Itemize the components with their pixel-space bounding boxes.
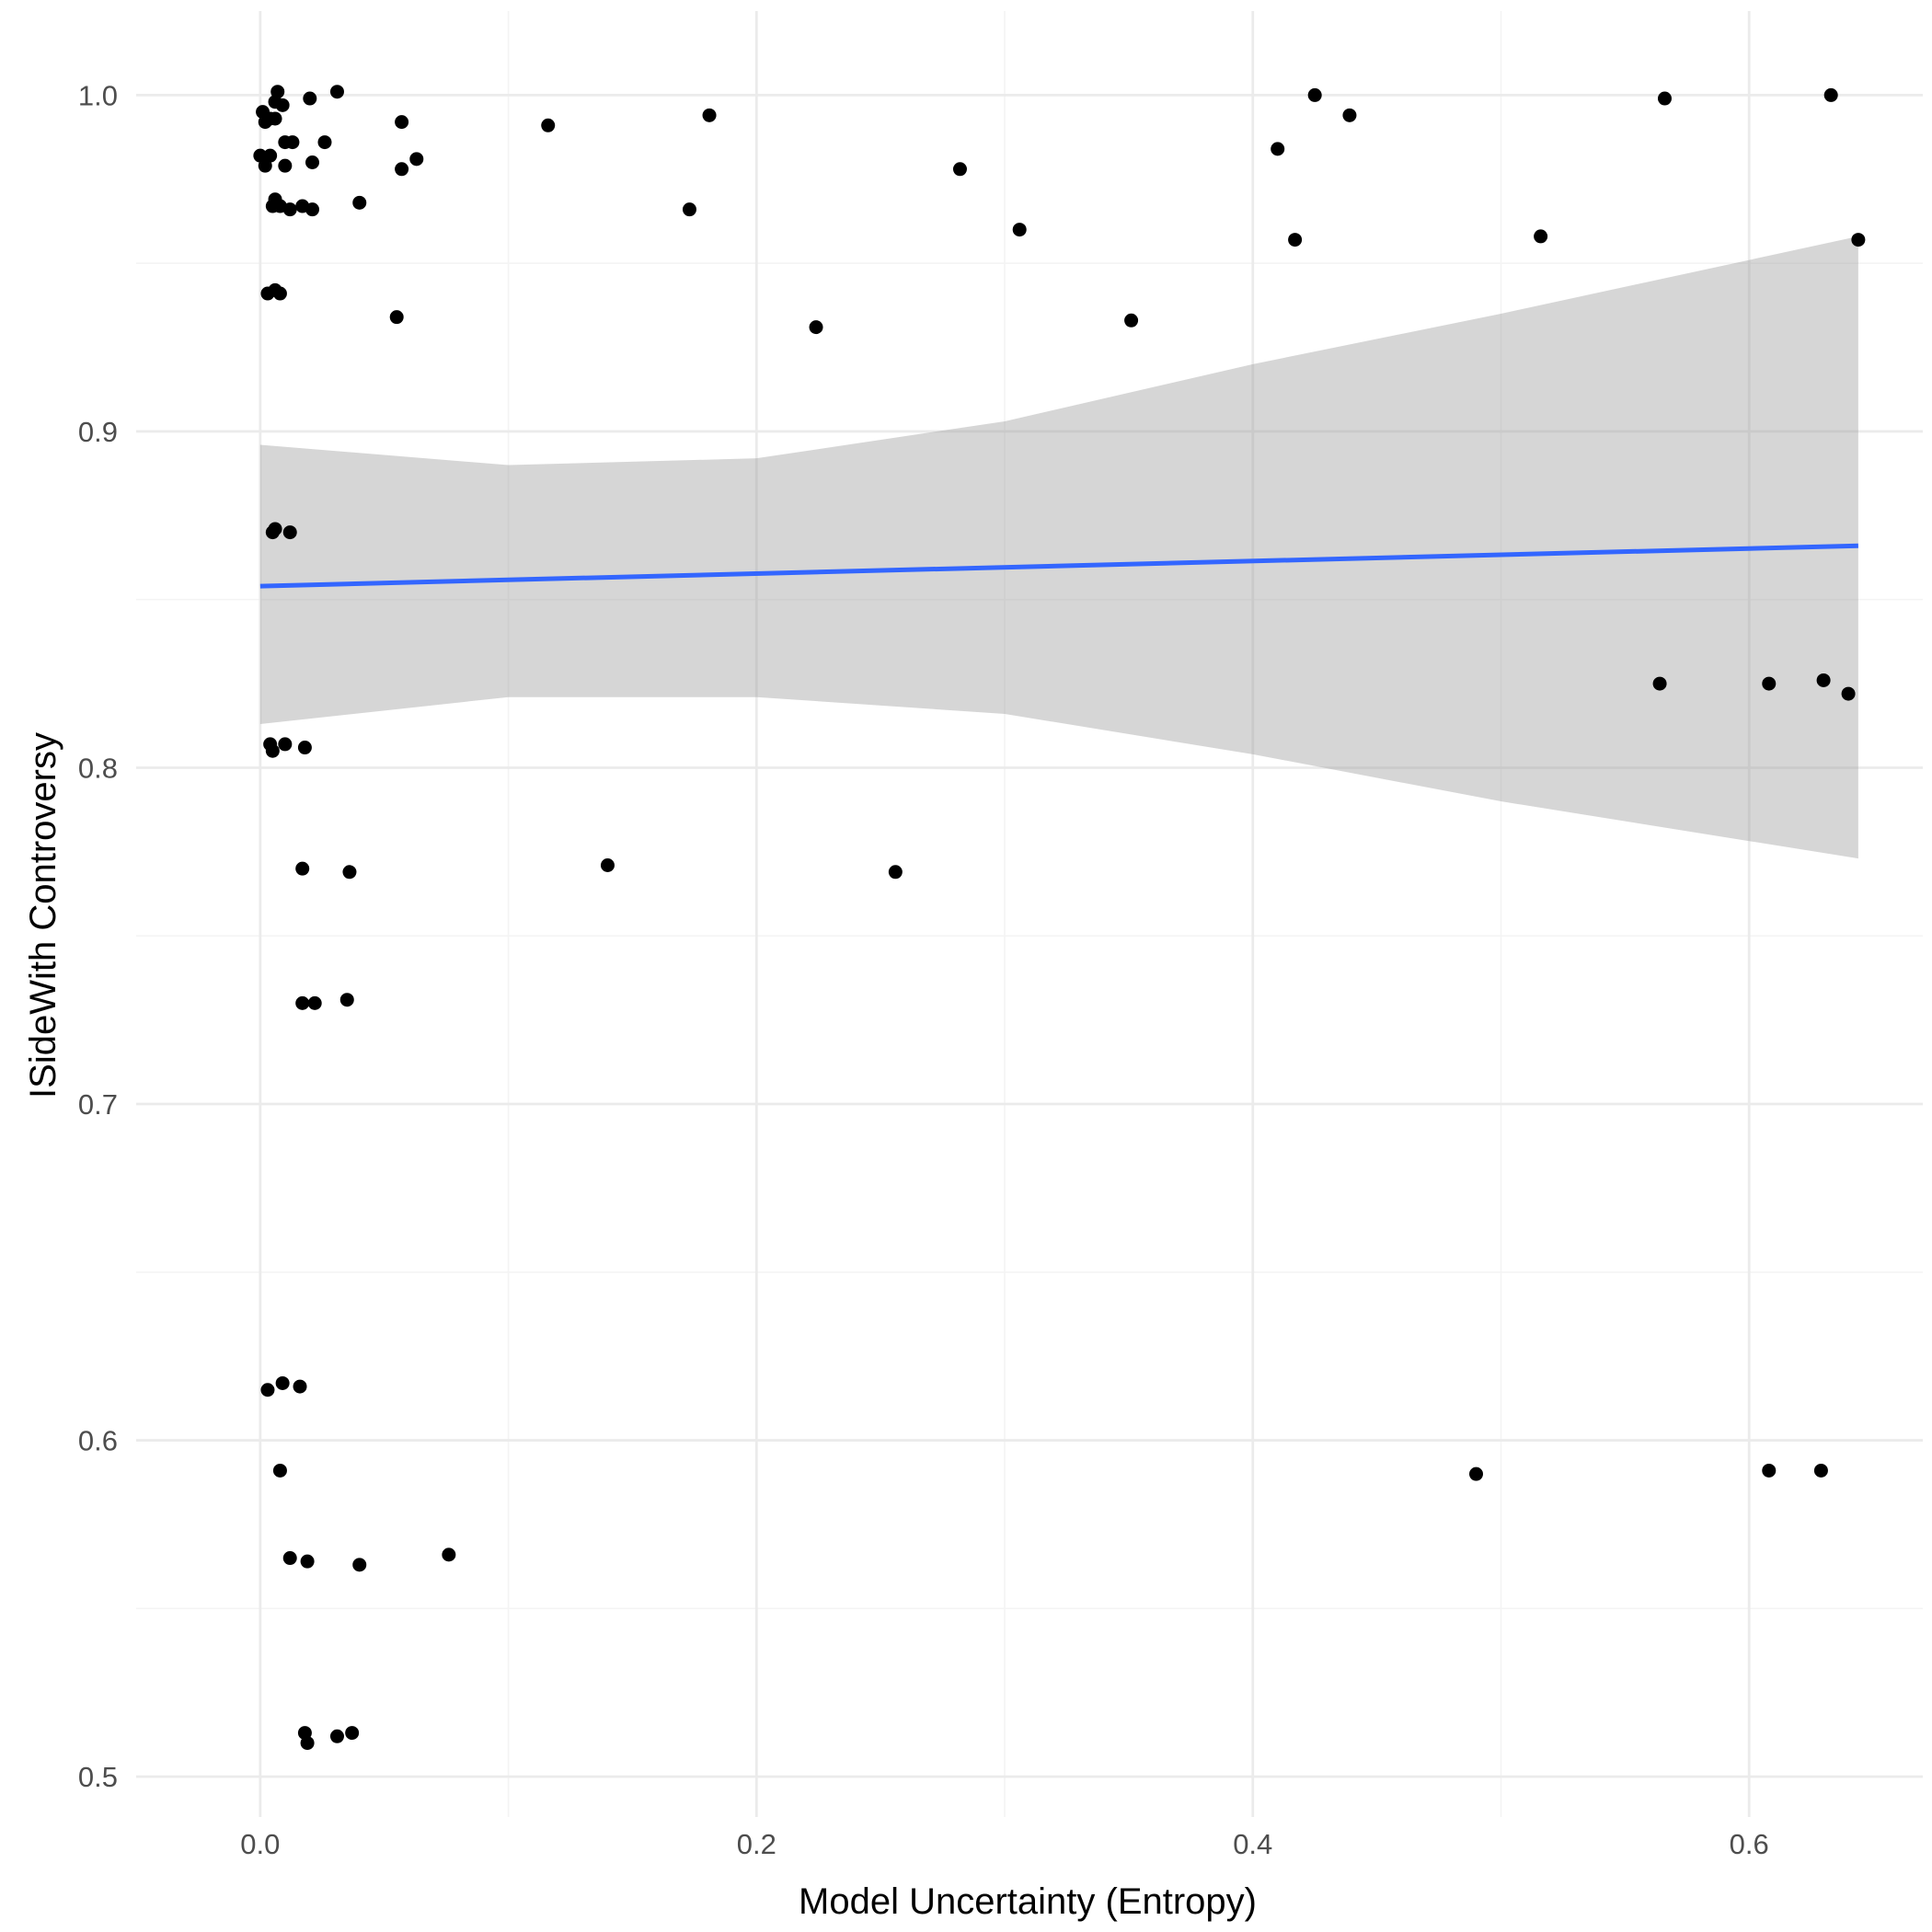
confidence-band (259, 236, 1858, 859)
data-point (282, 202, 297, 217)
data-point (303, 91, 317, 106)
confidence-band-layer (259, 236, 1858, 859)
data-points (253, 85, 1866, 1751)
data-point (600, 857, 615, 872)
y-axis-title: ISideWith Controversy (23, 732, 63, 1098)
data-point (1816, 673, 1831, 687)
data-point (702, 108, 717, 122)
data-point (300, 1554, 315, 1569)
x-tick-label: 0.0 (240, 1828, 280, 1860)
data-point (282, 1551, 297, 1566)
data-point (1813, 1463, 1828, 1478)
data-point (395, 162, 409, 177)
y-axis-tick-labels: 0.5 0.6 0.7 0.8 0.9 1.0 (78, 79, 118, 1793)
data-point (1762, 676, 1777, 691)
data-point (682, 202, 696, 217)
data-point (300, 1736, 315, 1751)
data-point (1288, 233, 1303, 247)
x-axis-tick-labels: 0.0 0.2 0.4 0.6 (240, 1828, 1768, 1860)
data-point (1823, 87, 1838, 102)
data-point (1841, 686, 1856, 701)
data-point (888, 865, 903, 880)
x-tick-label: 0.4 (1233, 1828, 1272, 1860)
data-point (339, 993, 354, 1007)
data-point (395, 115, 409, 130)
data-point (952, 162, 967, 177)
data-point (270, 85, 285, 99)
data-point (278, 158, 293, 173)
data-point (1342, 108, 1357, 122)
data-point (263, 148, 278, 163)
data-point (342, 865, 357, 880)
data-point (268, 111, 282, 126)
data-point (1124, 313, 1139, 328)
data-point (295, 995, 310, 1010)
data-point (409, 152, 424, 167)
data-point (352, 195, 367, 210)
data-point (1762, 1463, 1777, 1478)
data-point (541, 118, 556, 132)
y-tick-label: 0.7 (78, 1088, 118, 1121)
data-point (389, 310, 404, 325)
minor-grid (136, 11, 1923, 1817)
data-point (275, 98, 290, 112)
data-point (1851, 233, 1866, 247)
data-point (1469, 1466, 1483, 1481)
data-point (1652, 676, 1667, 691)
data-point (265, 743, 280, 758)
data-point (809, 320, 823, 335)
y-tick-label: 0.5 (78, 1761, 118, 1793)
data-point (1012, 223, 1027, 237)
data-point (329, 85, 344, 99)
y-tick-label: 0.6 (78, 1425, 118, 1457)
data-point (285, 135, 300, 150)
data-point (260, 1383, 275, 1397)
data-point (1307, 87, 1322, 102)
data-point (275, 1375, 290, 1390)
data-point (272, 286, 287, 301)
data-point (272, 1463, 287, 1478)
data-point (329, 1729, 344, 1743)
data-point (305, 155, 320, 169)
data-point (352, 1558, 367, 1572)
x-tick-label: 0.6 (1730, 1828, 1769, 1860)
x-tick-label: 0.2 (737, 1828, 776, 1860)
data-point (1534, 229, 1548, 244)
data-point (268, 522, 282, 536)
y-tick-label: 1.0 (78, 79, 118, 111)
y-tick-label: 0.8 (78, 752, 118, 784)
x-axis-title: Model Uncertainty (Entropy) (799, 1881, 1257, 1922)
data-point (295, 861, 310, 876)
data-point (278, 737, 293, 752)
data-point (1657, 91, 1672, 106)
data-point (1271, 142, 1285, 156)
data-point (442, 1547, 456, 1562)
regression-line (259, 543, 1858, 589)
data-point (345, 1726, 360, 1741)
data-point (307, 995, 322, 1010)
y-tick-label: 0.9 (78, 416, 118, 448)
major-grid (136, 11, 1923, 1817)
data-point (293, 1379, 307, 1394)
data-point (317, 135, 332, 150)
data-point (297, 741, 312, 755)
data-point (282, 525, 297, 540)
fit-line-layer (259, 543, 1858, 589)
data-point (305, 202, 320, 217)
